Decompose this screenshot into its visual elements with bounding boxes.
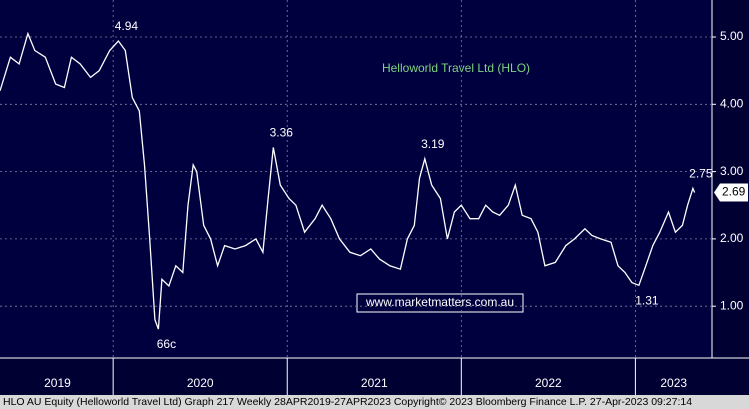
- link-box: [356, 293, 524, 313]
- footer-text: HLO AU Equity (Helloworld Travel Ltd) Gr…: [3, 396, 692, 408]
- last-price-box: [714, 183, 748, 202]
- annotation: 4.94: [115, 19, 139, 33]
- last-price-label: 2.69: [722, 185, 746, 199]
- plot-area: [0, 0, 712, 358]
- annotation: 66c: [157, 337, 176, 351]
- annotation: 3.19: [421, 137, 445, 151]
- annotation: 2.75: [689, 167, 713, 181]
- x-tick-label: 2023: [660, 376, 687, 390]
- y-tick-label: 5.00: [720, 29, 744, 43]
- annotation: 3.36: [270, 126, 294, 140]
- annotation: 1.31: [635, 293, 659, 307]
- link-text[interactable]: www.marketmatters.com.au: [365, 295, 514, 309]
- y-tick-label: 3.00: [720, 164, 744, 178]
- price-line: [0, 31, 696, 330]
- x-tick-label: 2019: [44, 376, 71, 390]
- y-tick-label: 2.00: [720, 231, 744, 245]
- chart-title: Helloworld Travel Ltd (HLO): [382, 61, 530, 75]
- x-tick-label: 2022: [535, 376, 562, 390]
- y-tick-label: 4.00: [720, 96, 744, 110]
- footer-band: [0, 395, 749, 409]
- y-tick-label: 1.00: [720, 298, 744, 312]
- x-tick-label: 2021: [361, 376, 388, 390]
- x-tick-label: 2020: [187, 376, 214, 390]
